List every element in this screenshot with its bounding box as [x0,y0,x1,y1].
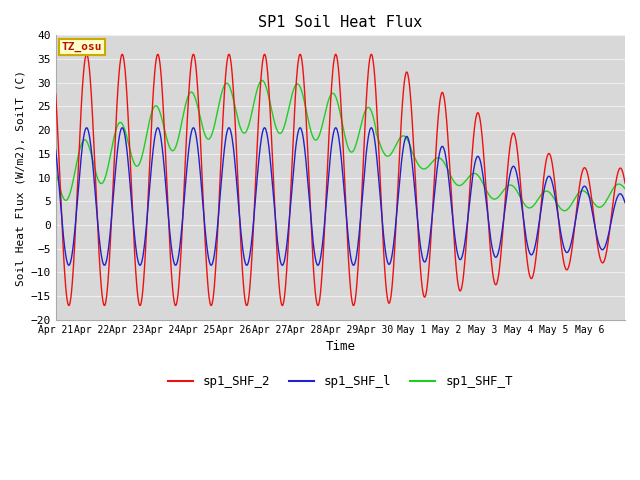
Y-axis label: Soil Heat Flux (W/m2), SoilT (C): Soil Heat Flux (W/m2), SoilT (C) [15,70,25,286]
sp1_SHF_l [332,125,340,131]
sp1_SHF_2 [621,180,629,186]
sp1_SHF_l [559,240,566,246]
sp1_SHF_T [559,207,566,213]
Title: SP1 Soil Heat Flux: SP1 Soil Heat Flux [258,15,422,30]
sp1_SHF_l [621,200,629,205]
sp1_SHF_2 [332,51,340,57]
sp1_SHF_l [141,240,148,246]
sp1_SHF_T [315,133,323,139]
Line: sp1_SHF_2: sp1_SHF_2 [56,54,625,306]
sp1_SHF_l [52,146,60,152]
sp1_SHF_T [258,77,266,83]
sp1_SHF_l [349,263,357,268]
sp1_SHF_2 [141,262,148,268]
sp1_SHF_T [52,168,60,174]
sp1_SHF_T [561,208,568,214]
sp1_SHF_2 [52,91,60,97]
sp1_SHF_2 [326,122,333,128]
sp1_SHF_2 [614,168,622,174]
sp1_SHF_2 [315,301,323,307]
Line: sp1_SHF_l: sp1_SHF_l [56,128,625,265]
sp1_SHF_l [614,192,622,198]
sp1_SHF_T [621,186,629,192]
sp1_SHF_T [326,94,333,100]
sp1_SHF_T [141,142,148,147]
sp1_SHF_T [614,181,622,187]
sp1_SHF_2 [349,303,357,309]
sp1_SHF_l [315,262,323,267]
sp1_SHF_2 [559,253,566,259]
Line: sp1_SHF_T: sp1_SHF_T [56,80,625,211]
sp1_SHF_2 [476,112,483,118]
Text: TZ_osu: TZ_osu [61,42,102,52]
sp1_SHF_l [476,155,483,161]
sp1_SHF_l [326,163,333,169]
Legend: sp1_SHF_2, sp1_SHF_l, sp1_SHF_T: sp1_SHF_2, sp1_SHF_l, sp1_SHF_T [163,370,518,393]
sp1_SHF_T [475,174,483,180]
X-axis label: Time: Time [325,340,355,353]
